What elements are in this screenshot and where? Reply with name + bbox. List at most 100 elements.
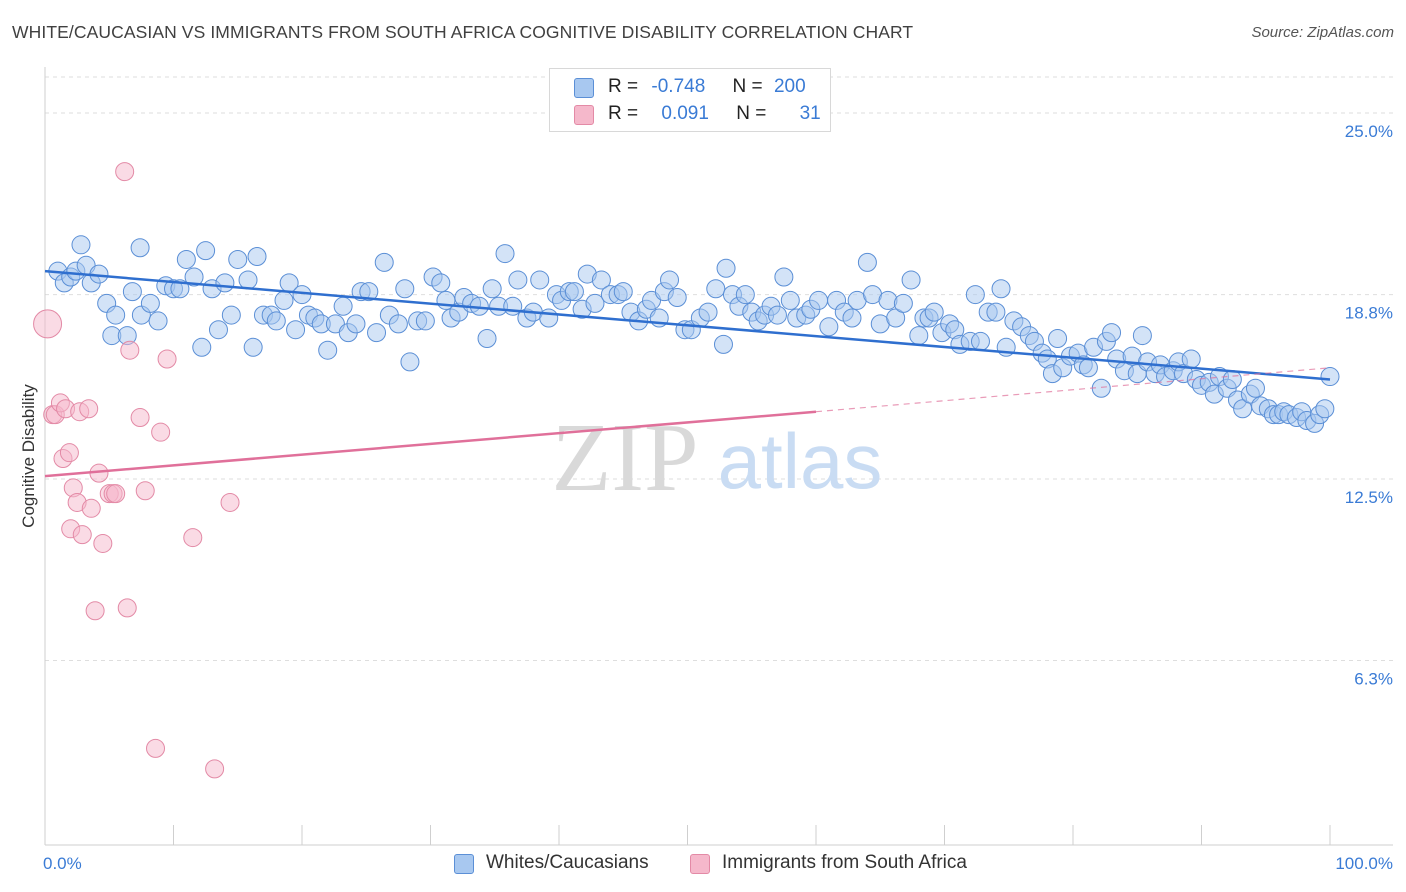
data-point	[924, 302, 944, 322]
data-point	[986, 302, 1006, 322]
data-point	[215, 273, 235, 293]
data-point	[482, 279, 502, 299]
series-immigrants	[33, 162, 240, 779]
data-point	[503, 296, 523, 316]
axes	[44, 67, 1393, 846]
data-point	[205, 759, 225, 779]
data-point	[184, 267, 204, 287]
data-point	[183, 528, 203, 548]
data-point	[148, 311, 168, 331]
data-point	[991, 279, 1011, 299]
data-point	[221, 305, 241, 325]
data-point	[93, 533, 113, 553]
correlation-legend: R = -0.748 N = 200 R = 0.091 N = 31	[549, 68, 831, 132]
data-point	[117, 598, 137, 618]
data-point	[359, 282, 379, 302]
data-point	[247, 247, 267, 267]
data-point	[266, 311, 286, 331]
data-point	[170, 279, 190, 299]
legend-r-value: -0.748	[651, 76, 706, 97]
data-point	[140, 293, 160, 313]
data-point	[243, 337, 263, 357]
legend-n-value: 31	[799, 103, 821, 124]
data-point	[667, 288, 687, 308]
legend-r-value: 0.091	[661, 103, 709, 124]
data-point	[878, 290, 898, 310]
watermark: ZIP atlas	[552, 404, 883, 512]
bottom-legend-swatch-immigrants	[690, 854, 710, 874]
trend-lines	[44, 269, 1331, 478]
legend-n-label: N =	[732, 76, 763, 97]
data-point	[901, 270, 921, 290]
data-point	[530, 270, 550, 290]
data-point	[71, 235, 91, 255]
data-point	[842, 308, 862, 328]
data-point	[965, 285, 985, 305]
data-point	[220, 492, 240, 512]
x-tick-label: 0.0%	[43, 854, 82, 873]
data-point	[431, 273, 451, 293]
bottom-legend-swatch-whites	[454, 854, 474, 874]
chart-source: Source: ZipAtlas.com	[1251, 24, 1394, 41]
data-points	[33, 162, 1340, 779]
data-point	[318, 340, 338, 360]
data-point	[238, 270, 258, 290]
data-point	[120, 340, 140, 360]
data-point	[886, 308, 906, 328]
data-point	[395, 279, 415, 299]
data-point	[893, 293, 913, 313]
data-point	[135, 481, 155, 501]
y-axis-label: Cognitive Disability	[19, 384, 38, 528]
legend-swatch-whites	[574, 78, 594, 98]
data-point	[367, 323, 387, 343]
data-point	[698, 302, 718, 322]
data-point	[1315, 399, 1335, 419]
legend-n-value: 200	[773, 76, 806, 97]
legend-n-label: N =	[736, 103, 767, 124]
data-point	[115, 162, 135, 182]
data-point	[130, 238, 150, 258]
data-point	[909, 326, 929, 346]
y-tick-label: 18.8%	[1345, 304, 1393, 323]
bottom-legend-label-immigrants: Immigrants from South Africa	[722, 852, 967, 873]
legend-swatch-immigrants	[574, 105, 594, 125]
data-point	[415, 311, 435, 331]
data-point	[333, 296, 353, 316]
tick-labels: 25.0% 18.8% 12.5% 6.3% 0.0% 100.0%	[43, 122, 1393, 873]
x-tick-label: 100.0%	[1335, 854, 1393, 873]
data-point	[1181, 349, 1201, 369]
chart-title: WHITE/CAUCASIAN VS IMMIGRANTS FROM SOUTH…	[12, 22, 914, 42]
trend-line-immigrants	[44, 410, 817, 478]
data-point	[286, 320, 306, 340]
data-point	[81, 498, 101, 518]
data-point	[477, 328, 497, 348]
data-point	[196, 241, 216, 261]
data-point	[388, 314, 408, 334]
watermark-atlas: atlas	[718, 417, 883, 505]
data-point	[33, 309, 63, 339]
data-point	[508, 270, 528, 290]
data-point	[1078, 358, 1098, 378]
data-point	[374, 252, 394, 272]
data-point	[716, 258, 736, 278]
bottom-legend-label-whites: Whites/Caucasians	[486, 852, 649, 873]
data-point	[767, 305, 787, 325]
data-point	[774, 267, 794, 287]
data-point	[613, 282, 633, 302]
series-whites	[48, 235, 1340, 433]
data-point	[151, 422, 171, 442]
y-tick-label: 6.3%	[1354, 670, 1393, 689]
data-point	[130, 408, 150, 428]
data-point	[1048, 328, 1068, 348]
data-point	[735, 285, 755, 305]
data-point	[1245, 378, 1265, 398]
data-point	[72, 525, 92, 545]
data-point	[706, 279, 726, 299]
trend-line-immigrants-extrapolated	[815, 367, 1331, 413]
data-point	[819, 317, 839, 337]
data-point	[857, 252, 877, 272]
data-point	[228, 249, 248, 269]
data-point	[970, 331, 990, 351]
data-point	[79, 399, 99, 419]
